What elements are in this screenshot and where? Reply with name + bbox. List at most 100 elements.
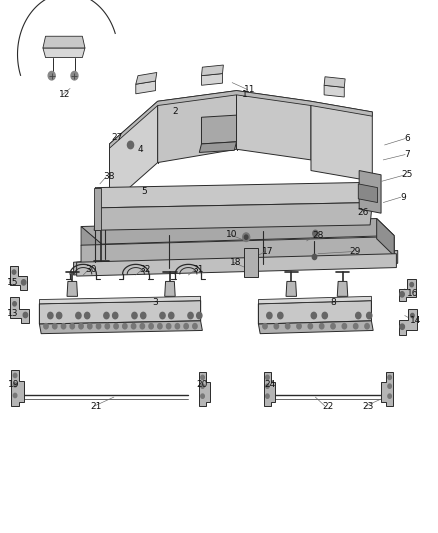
Circle shape — [411, 313, 414, 318]
Circle shape — [400, 324, 404, 329]
Circle shape — [114, 324, 118, 329]
Circle shape — [319, 324, 324, 329]
Polygon shape — [77, 254, 396, 276]
Circle shape — [247, 266, 251, 271]
Text: 27: 27 — [112, 133, 123, 142]
Circle shape — [308, 324, 313, 329]
Polygon shape — [39, 296, 201, 304]
Polygon shape — [158, 91, 237, 163]
Circle shape — [342, 324, 346, 329]
Circle shape — [76, 312, 81, 319]
Polygon shape — [399, 279, 416, 301]
Polygon shape — [264, 372, 275, 406]
Circle shape — [48, 312, 53, 319]
Circle shape — [388, 375, 392, 379]
Polygon shape — [10, 266, 27, 290]
Polygon shape — [201, 115, 237, 144]
Circle shape — [193, 324, 197, 329]
Circle shape — [265, 384, 269, 388]
Text: 23: 23 — [362, 402, 374, 410]
Polygon shape — [96, 182, 372, 208]
Circle shape — [201, 384, 204, 388]
Polygon shape — [43, 48, 85, 58]
Circle shape — [21, 280, 26, 285]
Text: 30: 30 — [85, 265, 97, 274]
Polygon shape — [328, 251, 398, 268]
Text: 17: 17 — [262, 247, 274, 256]
Circle shape — [123, 324, 127, 329]
Polygon shape — [258, 296, 371, 304]
Polygon shape — [201, 65, 223, 76]
Polygon shape — [311, 101, 372, 181]
Polygon shape — [81, 237, 394, 264]
Circle shape — [263, 324, 267, 329]
Text: 10: 10 — [226, 230, 238, 239]
Polygon shape — [10, 297, 29, 323]
Circle shape — [96, 324, 101, 329]
Polygon shape — [359, 171, 381, 213]
Text: 14: 14 — [410, 317, 422, 325]
Polygon shape — [43, 36, 85, 48]
Circle shape — [113, 312, 118, 319]
Polygon shape — [324, 85, 344, 97]
Circle shape — [23, 312, 28, 318]
Text: 1: 1 — [242, 91, 248, 99]
Polygon shape — [136, 81, 155, 94]
Text: 21: 21 — [91, 402, 102, 410]
Text: 3: 3 — [152, 298, 159, 307]
Polygon shape — [94, 203, 372, 230]
Circle shape — [70, 324, 74, 329]
Circle shape — [188, 312, 193, 319]
Circle shape — [88, 324, 92, 329]
Text: 28: 28 — [312, 231, 324, 240]
Circle shape — [297, 324, 301, 329]
Circle shape — [201, 375, 204, 379]
Circle shape — [278, 312, 283, 319]
Circle shape — [141, 312, 146, 319]
Polygon shape — [94, 188, 101, 230]
Circle shape — [131, 324, 136, 329]
Text: 24: 24 — [264, 381, 276, 389]
Circle shape — [265, 394, 269, 398]
Polygon shape — [39, 321, 202, 334]
Circle shape — [184, 324, 188, 329]
Circle shape — [149, 324, 153, 329]
Polygon shape — [81, 219, 394, 244]
Polygon shape — [201, 74, 223, 85]
Circle shape — [140, 324, 145, 329]
Circle shape — [105, 324, 110, 329]
Circle shape — [322, 312, 327, 319]
Text: 8: 8 — [330, 298, 336, 307]
Polygon shape — [258, 301, 371, 324]
Circle shape — [85, 312, 90, 319]
Circle shape — [313, 230, 318, 237]
Circle shape — [367, 312, 372, 319]
Circle shape — [13, 373, 17, 377]
Text: 11: 11 — [244, 85, 255, 94]
Polygon shape — [74, 259, 118, 275]
Text: 5: 5 — [141, 188, 148, 196]
Circle shape — [201, 394, 204, 398]
Text: 9: 9 — [400, 193, 406, 201]
Text: 12: 12 — [59, 91, 71, 99]
Text: 29: 29 — [349, 247, 360, 256]
Circle shape — [311, 312, 316, 319]
Polygon shape — [324, 77, 345, 87]
Text: 6: 6 — [404, 134, 410, 143]
Circle shape — [53, 324, 57, 329]
Circle shape — [244, 235, 248, 239]
Polygon shape — [39, 301, 201, 324]
Circle shape — [104, 312, 109, 319]
Circle shape — [331, 324, 335, 329]
Text: 16: 16 — [407, 289, 418, 297]
Text: 25: 25 — [402, 171, 413, 179]
Circle shape — [252, 255, 256, 259]
Circle shape — [410, 282, 413, 287]
Circle shape — [400, 292, 404, 297]
Circle shape — [197, 312, 202, 319]
Polygon shape — [381, 372, 393, 406]
Circle shape — [267, 312, 272, 319]
Circle shape — [13, 302, 16, 306]
Polygon shape — [110, 91, 372, 148]
Circle shape — [353, 324, 358, 329]
